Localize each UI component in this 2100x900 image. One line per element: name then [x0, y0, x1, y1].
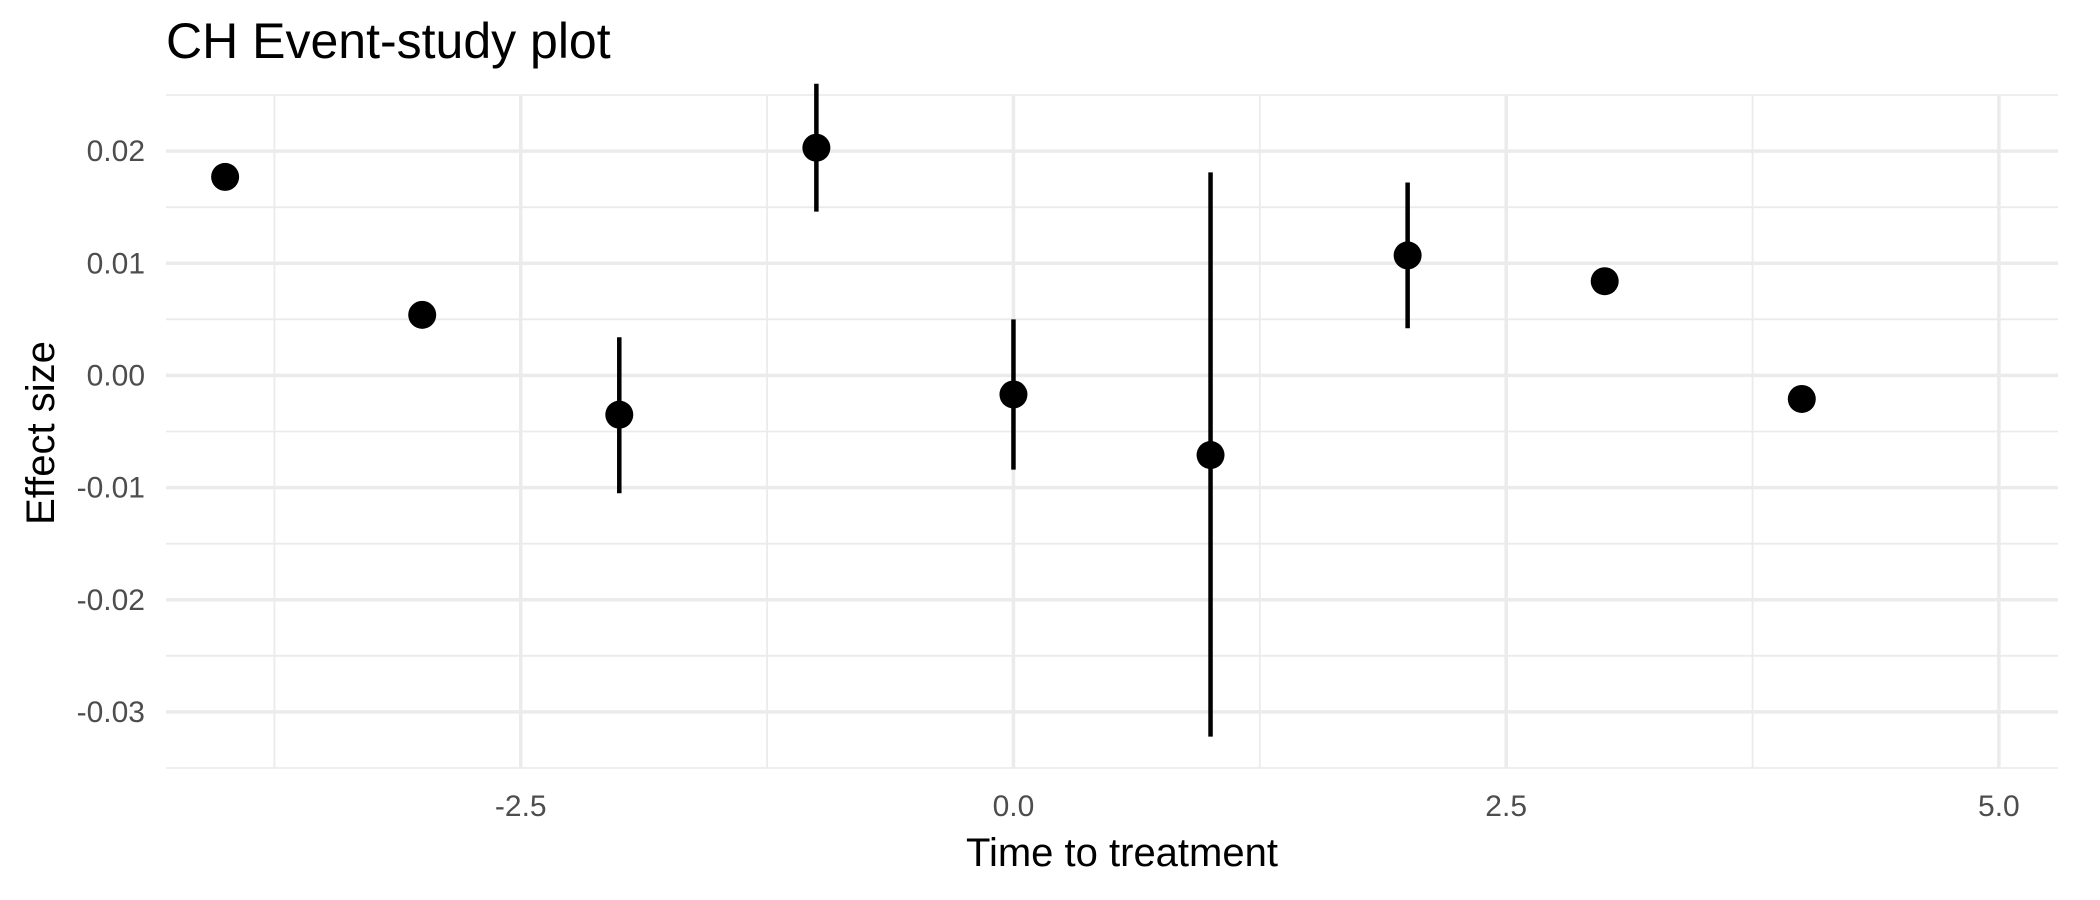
- data-point-7: [1590, 267, 1619, 296]
- x-axis-ticks: -2.5 0.0 2.5 5.0: [495, 790, 2020, 823]
- data-point-3: [802, 133, 831, 162]
- data-point-0: [211, 162, 240, 191]
- x-tick-label-3: 5.0: [1978, 790, 2020, 823]
- data-point-8: [1787, 384, 1816, 413]
- y-tick-label-3: 0.00: [87, 359, 145, 392]
- y-tick-label-2: -0.01: [77, 472, 145, 505]
- y-tick-label-0: -0.03: [77, 696, 145, 729]
- x-tick-label-1: 0.0: [993, 790, 1035, 823]
- x-tick-label-2: 2.5: [1485, 790, 1527, 823]
- y-tick-label-5: 0.02: [87, 135, 145, 168]
- y-tick-label-4: 0.01: [87, 247, 145, 280]
- x-tick-label-0: -2.5: [495, 790, 547, 823]
- y-axis-ticks: -0.03 -0.02 -0.01 0.00 0.01 0.02: [77, 135, 145, 729]
- x-axis-title: Time to treatment: [966, 831, 1278, 875]
- data-point-6: [1393, 241, 1422, 270]
- data-point-5: [1196, 441, 1225, 470]
- grid-lines: [166, 94, 2058, 769]
- y-axis-title: Effect size: [19, 341, 63, 525]
- data-point-4: [999, 380, 1028, 409]
- chart-title: CH Event-study plot: [166, 13, 611, 69]
- data-point-2: [605, 400, 634, 429]
- data-points: [211, 133, 1816, 470]
- y-tick-label-1: -0.02: [77, 584, 145, 617]
- data-point-1: [408, 300, 437, 329]
